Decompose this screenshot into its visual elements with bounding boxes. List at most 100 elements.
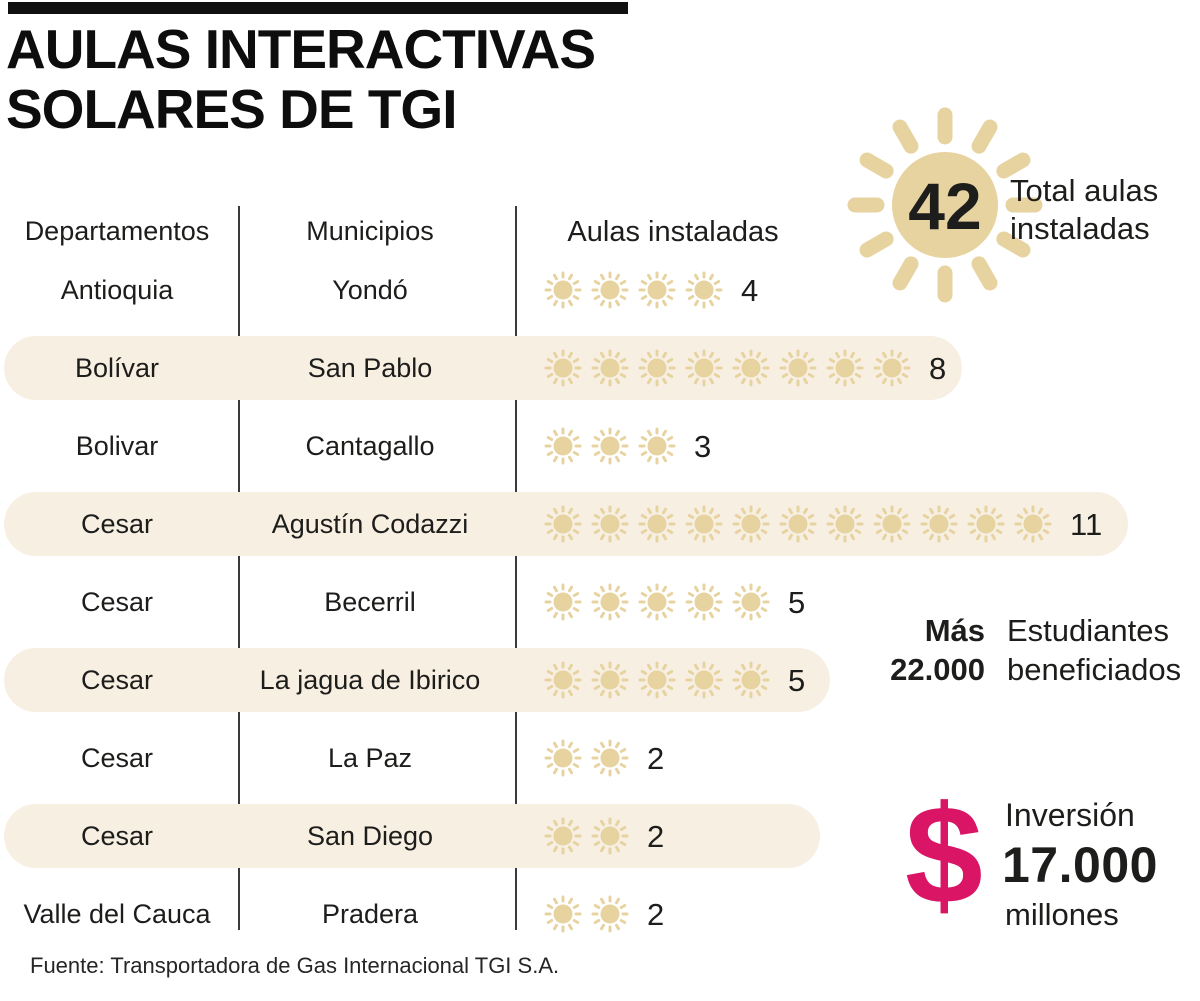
students-label: Estudiantes beneficiados xyxy=(1007,612,1181,690)
table-row: Cesar La jagua de Ibirico 5 xyxy=(0,648,1200,712)
sun-icon xyxy=(590,738,630,778)
municipio-cell: San Pablo xyxy=(307,353,433,383)
municipio-cell: Agustín Codazzi xyxy=(271,509,469,539)
departamento-cell: Cesar xyxy=(80,743,154,773)
total-aulas-label-line2: instaladas xyxy=(1010,211,1150,247)
sun-icon xyxy=(684,660,724,700)
table-row: Cesar Agustín Codazzi 11 xyxy=(0,492,1200,556)
aulas-count: 11 xyxy=(1070,506,1103,542)
sun-icon xyxy=(590,504,630,544)
students-label-line1: Estudiantes xyxy=(1007,613,1169,648)
total-aulas-label-line1: Total aulas xyxy=(1010,173,1159,208)
sun-icon xyxy=(590,426,630,466)
sun-icon xyxy=(543,660,583,700)
table-row: Valle del Cauca Pradera 2 xyxy=(0,882,1200,946)
column-header-municipios: Municipios xyxy=(306,216,434,246)
column-header-aulas-instaladas: Aulas instaladas xyxy=(567,216,779,248)
aulas-pictograph: 2 xyxy=(543,882,664,946)
aulas-pictograph: 3 xyxy=(543,414,711,478)
sun-icon xyxy=(684,348,724,388)
municipio-cell: Cantagallo xyxy=(305,431,435,461)
aulas-count: 5 xyxy=(788,584,806,620)
sun-icon xyxy=(590,894,630,934)
municipio-cell: La Paz xyxy=(327,743,413,773)
students-label-line2: beneficiados xyxy=(1007,651,1182,687)
sun-icon xyxy=(543,504,583,544)
municipio-cell: San Diego xyxy=(306,821,434,851)
row-highlight-pill xyxy=(4,804,820,868)
page-title-line2: SOLARES DE TGI xyxy=(6,77,458,140)
municipio-cell: Becerril xyxy=(324,587,416,617)
sun-icon xyxy=(872,348,912,388)
investment-unit: millones xyxy=(1005,897,1119,932)
total-aulas-label: Total aulas instaladas xyxy=(1010,172,1158,248)
sun-icon xyxy=(543,738,583,778)
sun-icon xyxy=(637,504,677,544)
municipio-cell: La jagua de Ibirico xyxy=(259,665,481,695)
aulas-pictograph: 2 xyxy=(543,804,664,868)
departamento-cell: Bolívar xyxy=(74,353,160,383)
aulas-count: 5 xyxy=(788,662,806,698)
table-row: Cesar Becerril 5 xyxy=(0,570,1200,634)
aulas-pictograph: 11 xyxy=(543,492,1102,556)
sun-icon xyxy=(637,660,677,700)
sun-icon xyxy=(543,270,583,310)
sun-icon xyxy=(543,348,583,388)
sun-total-icon: 42 xyxy=(845,105,1045,305)
sun-icon xyxy=(1013,504,1053,544)
students-count: Más 22.000 xyxy=(770,612,985,690)
departamento-cell: Valle del Cauca xyxy=(23,899,211,929)
svg-text:42: 42 xyxy=(908,169,981,243)
sun-icon xyxy=(590,270,630,310)
departamento-cell: Antioquia xyxy=(60,275,174,305)
page-title-line1: AULAS INTERACTIVAS xyxy=(6,18,596,80)
sun-icon xyxy=(731,660,771,700)
aulas-count: 3 xyxy=(694,428,712,464)
aulas-pictograph: 8 xyxy=(543,336,946,400)
sun-icon xyxy=(590,348,630,388)
sun-icon xyxy=(684,504,724,544)
sun-icon xyxy=(590,816,630,856)
investment-label: Inversión xyxy=(1005,797,1135,833)
sun-icon xyxy=(543,816,583,856)
sun-icon xyxy=(637,426,677,466)
aulas-count: 2 xyxy=(647,818,665,854)
aulas-count: 4 xyxy=(741,272,759,308)
column-header-departamentos: Departamentos xyxy=(24,216,210,246)
column-divider-1 xyxy=(238,206,240,930)
students-count-prefix: Más xyxy=(924,613,985,648)
sun-icon xyxy=(778,504,818,544)
sun-icon xyxy=(543,894,583,934)
municipio-cell: Yondó xyxy=(332,275,408,305)
sun-icon xyxy=(966,504,1006,544)
table-row: Cesar La Paz 2 xyxy=(0,726,1200,790)
sun-icon xyxy=(825,504,865,544)
sun-icon xyxy=(637,348,677,388)
column-divider-2 xyxy=(515,206,517,930)
sun-icon xyxy=(778,348,818,388)
table-row: Bolivar Cantagallo 3 xyxy=(0,414,1200,478)
sun-icon xyxy=(543,582,583,622)
aulas-count: 8 xyxy=(929,350,947,386)
sun-icon xyxy=(543,426,583,466)
aulas-pictograph: 5 xyxy=(543,648,805,712)
sun-icon xyxy=(684,270,724,310)
sun-icon xyxy=(825,348,865,388)
departamento-cell: Cesar xyxy=(80,587,154,617)
table-row: Cesar San Diego 2 xyxy=(0,804,1200,868)
table-row: Bolívar San Pablo 8 xyxy=(0,336,1200,400)
students-count-value: 22.000 xyxy=(890,651,985,687)
departamento-cell: Cesar xyxy=(80,509,154,539)
sun-icon xyxy=(684,582,724,622)
currency-icon: $ xyxy=(905,776,983,933)
investment-value: 17.000 xyxy=(1002,837,1158,893)
departamento-cell: Bolivar xyxy=(75,431,159,461)
sun-icon xyxy=(872,504,912,544)
sun-icon xyxy=(637,270,677,310)
aulas-pictograph: 4 xyxy=(543,258,758,322)
departamento-cell: Cesar xyxy=(80,665,154,695)
aulas-pictograph: 2 xyxy=(543,726,664,790)
municipio-cell: Pradera xyxy=(321,899,419,929)
aulas-pictograph: 5 xyxy=(543,570,805,634)
